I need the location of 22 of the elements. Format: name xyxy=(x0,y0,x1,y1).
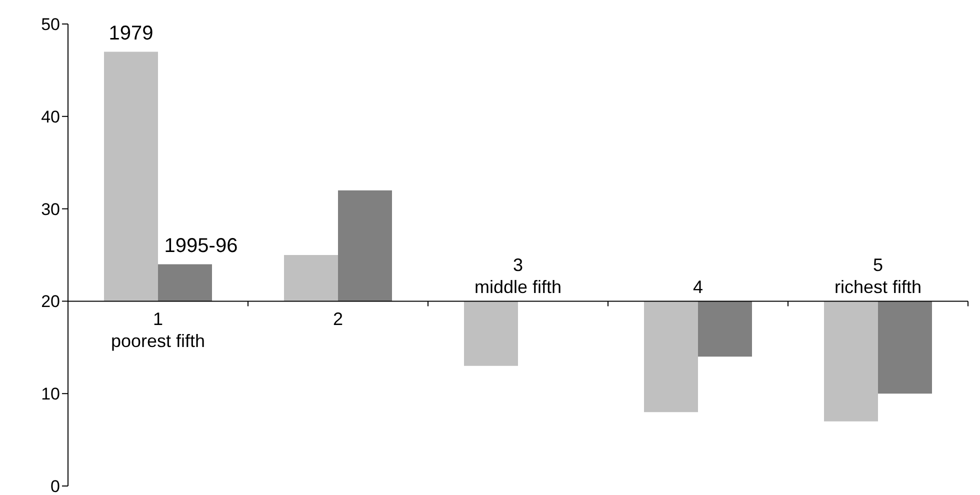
x-tick-label: 4 xyxy=(692,277,704,298)
y-tick-label: 0 xyxy=(50,477,60,495)
x-tick-label: 1 poorest fifth xyxy=(110,309,206,352)
x-tick-label: 5 richest fifth xyxy=(834,255,922,298)
bar xyxy=(338,190,392,302)
y-tick-label: 40 xyxy=(41,107,60,126)
bar xyxy=(824,301,878,422)
bar xyxy=(464,301,518,366)
bar xyxy=(104,52,158,302)
bar xyxy=(644,301,698,412)
y-tick-label: 50 xyxy=(41,15,60,34)
bar xyxy=(878,301,932,394)
x-tick-label: 2 xyxy=(332,309,344,330)
bar xyxy=(158,264,212,302)
y-tick-label: 30 xyxy=(41,200,60,219)
bar xyxy=(284,255,338,302)
series-label: 1979 xyxy=(108,22,154,45)
y-tick-label: 10 xyxy=(41,384,60,404)
series-label: 1995-96 xyxy=(164,235,238,258)
y-tick-label: 20 xyxy=(41,292,60,312)
bar xyxy=(698,301,752,357)
x-tick-label: 3 middle fifth xyxy=(474,255,562,298)
